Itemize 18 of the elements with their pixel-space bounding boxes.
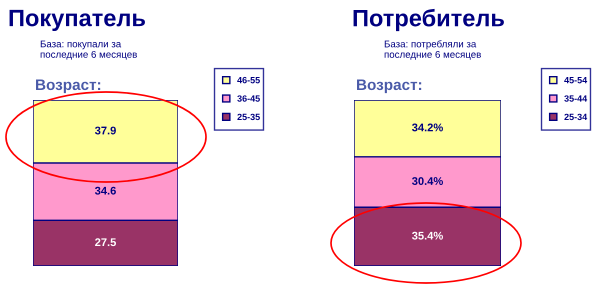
legend-label: 36-45 (237, 95, 260, 102)
legend-label: 45-54 (564, 77, 588, 84)
chart-subtitle: База: покупали за последние 6 месяцев (40, 40, 137, 60)
chart-subtitle: База: потребляли за последние 6 месяцев (384, 40, 481, 60)
data-label: 30.4% (412, 177, 443, 185)
chart-title: Потребитель (354, 8, 504, 32)
data-label: 27.5 (95, 238, 116, 246)
data-label: 35.4% (412, 232, 443, 240)
legend-label: 25-34 (564, 114, 588, 120)
data-label: 37.9 (94, 126, 116, 134)
text: Возраст: (36, 79, 100, 94)
text: Возраст: (357, 79, 422, 94)
data-label: 34.2% (412, 124, 443, 132)
legend-label: 35-44 (564, 95, 588, 102)
legend-label: 46-55 (237, 76, 260, 84)
legend-label: 25-35 (237, 114, 260, 120)
data-label: 34.6 (94, 186, 116, 195)
chart-title: Покупатель (10, 10, 145, 32)
